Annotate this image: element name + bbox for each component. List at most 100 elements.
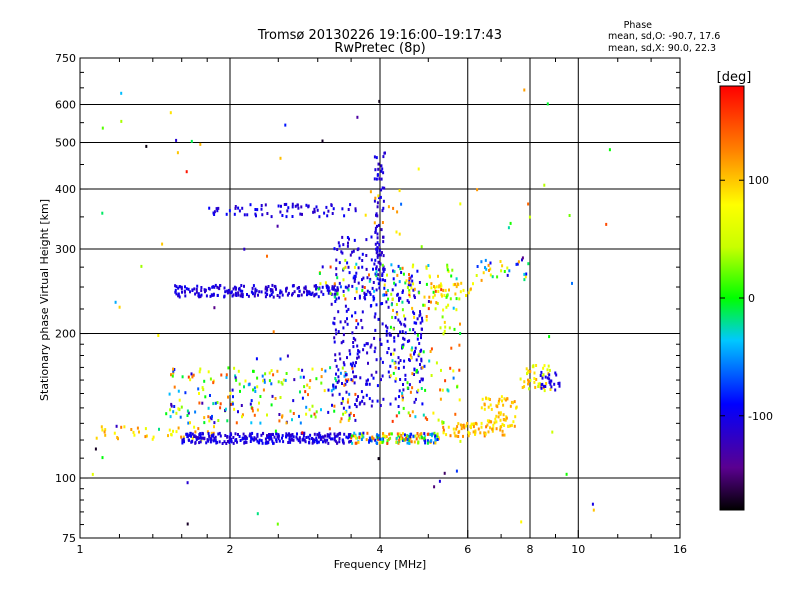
data-point: [209, 437, 212, 441]
data-point: [388, 332, 391, 336]
axis-ticks: [79, 57, 681, 539]
data-point: [434, 439, 437, 443]
data-point: [472, 282, 474, 286]
data-point: [267, 285, 270, 288]
data-point: [341, 235, 344, 239]
data-point: [350, 436, 353, 440]
data-point: [243, 385, 245, 389]
data-point: [571, 281, 573, 285]
data-point: [410, 286, 413, 290]
data-point: [413, 294, 416, 298]
data-point: [395, 440, 398, 444]
data-point: [507, 226, 510, 230]
data-point: [373, 155, 376, 159]
data-point: [291, 215, 294, 218]
data-point: [337, 310, 340, 314]
data-point: [409, 414, 412, 418]
data-point: [365, 293, 368, 296]
data-point: [297, 367, 300, 371]
data-point: [372, 267, 374, 271]
data-point: [349, 253, 352, 257]
data-point: [185, 170, 188, 174]
data-point: [213, 210, 216, 214]
data-point: [592, 508, 595, 512]
data-point: [401, 438, 404, 442]
data-point: [361, 285, 364, 289]
data-point: [418, 342, 421, 345]
data-point: [340, 250, 343, 254]
data-point: [324, 440, 327, 444]
data-point: [404, 373, 407, 377]
data-point: [216, 294, 219, 297]
data-point: [307, 435, 310, 439]
data-point: [175, 292, 178, 296]
data-point: [303, 385, 306, 389]
data-point: [304, 287, 307, 290]
data-point: [412, 282, 415, 286]
data-point: [215, 207, 218, 211]
data-point: [539, 382, 541, 386]
data-point: [254, 390, 257, 393]
data-point: [172, 429, 174, 433]
data-point: [231, 388, 234, 392]
data-point: [427, 307, 430, 311]
data-point: [271, 439, 274, 443]
data-point: [408, 328, 411, 332]
data-point: [537, 382, 540, 386]
data-point: [488, 269, 490, 272]
data-point: [168, 392, 171, 396]
data-point: [406, 286, 409, 289]
data-point: [377, 434, 380, 438]
data-point: [366, 276, 369, 280]
data-point: [219, 434, 222, 438]
data-point: [333, 409, 336, 413]
data-point: [255, 214, 257, 218]
data-point: [381, 437, 384, 441]
data-point: [182, 435, 185, 439]
data-point: [485, 425, 488, 429]
data-point: [282, 378, 285, 382]
data-point: [354, 311, 357, 315]
data-point: [515, 262, 518, 266]
data-point: [542, 373, 545, 377]
data-point: [347, 378, 350, 382]
data-point: [411, 279, 414, 283]
data-point: [403, 314, 405, 318]
data-point: [383, 286, 386, 290]
data-point: [218, 440, 221, 444]
data-point: [411, 372, 414, 376]
data-point: [458, 398, 461, 402]
data-point: [91, 472, 94, 476]
data-point: [311, 404, 314, 408]
data-point: [190, 440, 193, 444]
data-point: [558, 384, 561, 388]
data-point: [455, 277, 458, 281]
data-point: [321, 265, 324, 269]
data-point: [319, 434, 322, 438]
data-point: [375, 267, 378, 271]
data-point: [287, 291, 290, 295]
colorbar-tick-label: 100: [748, 174, 769, 187]
data-point: [224, 407, 227, 411]
data-point: [491, 429, 494, 433]
data-point: [256, 434, 259, 438]
data-point: [402, 365, 405, 369]
data-point: [523, 278, 526, 282]
data-point: [344, 378, 347, 382]
data-point: [368, 279, 371, 283]
data-point: [355, 399, 358, 402]
data-point: [336, 441, 339, 445]
data-point: [502, 413, 505, 417]
data-point: [377, 223, 380, 227]
data-point: [145, 144, 148, 148]
data-point: [403, 438, 405, 442]
data-point: [350, 378, 353, 382]
data-point: [301, 396, 304, 400]
data-point: [375, 247, 378, 251]
data-point: [298, 286, 300, 289]
data-point: [341, 207, 344, 211]
data-point: [375, 177, 378, 181]
data-point: [301, 368, 304, 372]
data-point: [241, 206, 244, 210]
data-point: [241, 295, 244, 299]
